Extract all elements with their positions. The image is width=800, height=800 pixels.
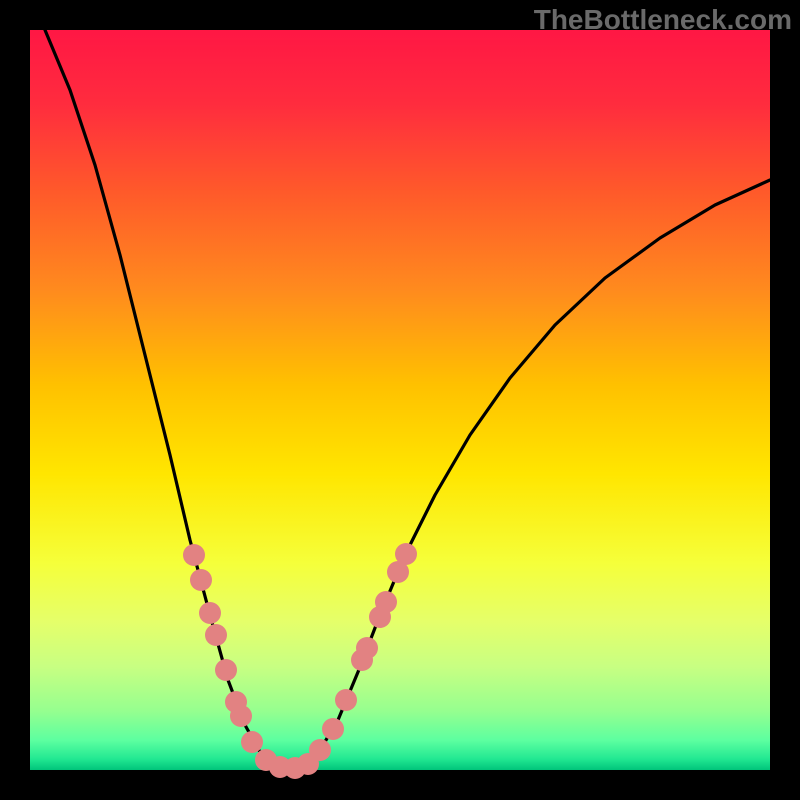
chart-container: TheBottleneck.com bbox=[0, 0, 800, 800]
watermark-text: TheBottleneck.com bbox=[534, 4, 792, 36]
plot-area bbox=[30, 30, 770, 770]
